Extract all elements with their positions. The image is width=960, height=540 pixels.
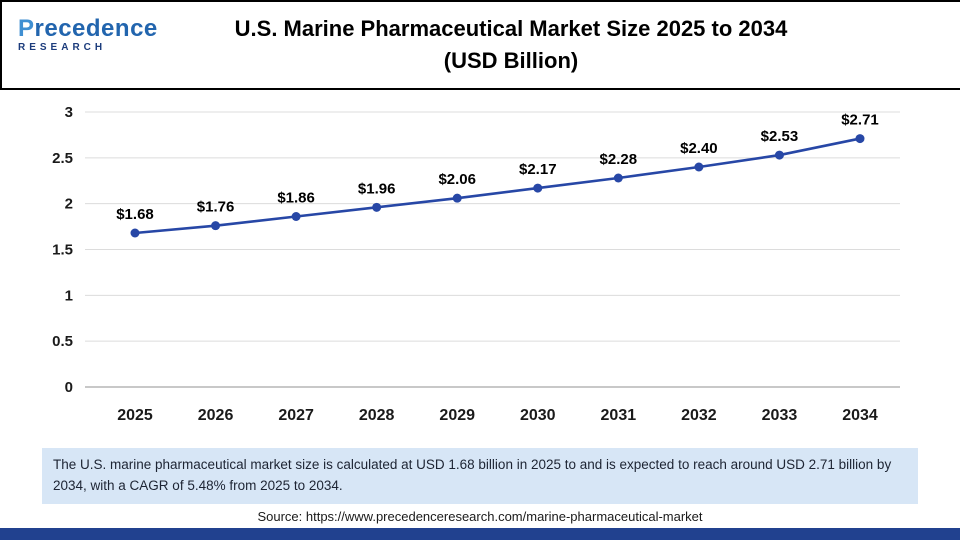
chart-area: 0 0.5 1 1.5 2 2.5 3 2025 2026 2027 2028 2029 2030 203… (0, 94, 960, 444)
source-text: Source: https://www.precedenceresearch.c… (257, 509, 703, 524)
page-title: U.S. Marine Pharmaceutical Market Size 2… (2, 13, 960, 77)
svg-text:2033: 2033 (762, 407, 798, 424)
svg-text:$1.68: $1.68 (116, 206, 154, 223)
precedence-research-logo: Precedence RESEARCH (18, 16, 168, 54)
chart-title-line1: U.S. Marine Pharmaceutical Market Size 2… (234, 16, 788, 42)
svg-text:$1.96: $1.96 (358, 180, 396, 197)
svg-text:2034: 2034 (842, 407, 878, 424)
svg-text:2031: 2031 (601, 407, 637, 424)
svg-text:$2.06: $2.06 (438, 171, 476, 188)
line-chart: 0 0.5 1 1.5 2 2.5 3 2025 2026 2027 2028 2029 2030 203… (52, 104, 900, 424)
chart-title-line2: (USD Billion) (443, 48, 579, 73)
svg-text:2030: 2030 (520, 407, 556, 424)
svg-text:2.5: 2.5 (52, 150, 73, 167)
svg-text:2032: 2032 (681, 407, 717, 424)
logo-subtitle: RESEARCH (18, 42, 107, 54)
svg-text:$2.28: $2.28 (600, 151, 638, 168)
svg-text:2: 2 (65, 196, 73, 213)
svg-text:$2.71: $2.71 (841, 112, 879, 129)
svg-text:2025: 2025 (117, 407, 153, 424)
svg-text:$2.53: $2.53 (761, 128, 799, 145)
svg-text:2026: 2026 (198, 407, 234, 424)
header: Precedence RESEARCH U.S. Marine Pharmace… (0, 2, 960, 90)
svg-text:2027: 2027 (278, 407, 314, 424)
svg-text:3: 3 (65, 104, 73, 121)
svg-text:$1.76: $1.76 (197, 199, 235, 216)
summary-note: The U.S. marine pharmaceutical market si… (42, 448, 918, 504)
svg-text:$2.17: $2.17 (519, 161, 557, 178)
svg-text:2029: 2029 (439, 407, 475, 424)
svg-text:1: 1 (65, 287, 73, 304)
svg-text:2028: 2028 (359, 407, 395, 424)
svg-text:$2.40: $2.40 (680, 140, 718, 157)
svg-text:1.5: 1.5 (52, 242, 73, 259)
svg-text:0: 0 (65, 379, 73, 396)
svg-text:0.5: 0.5 (52, 333, 73, 350)
footer-bar (0, 528, 960, 540)
svg-text:$1.86: $1.86 (277, 190, 315, 207)
logo-wordmark: Precedence (18, 15, 158, 42)
